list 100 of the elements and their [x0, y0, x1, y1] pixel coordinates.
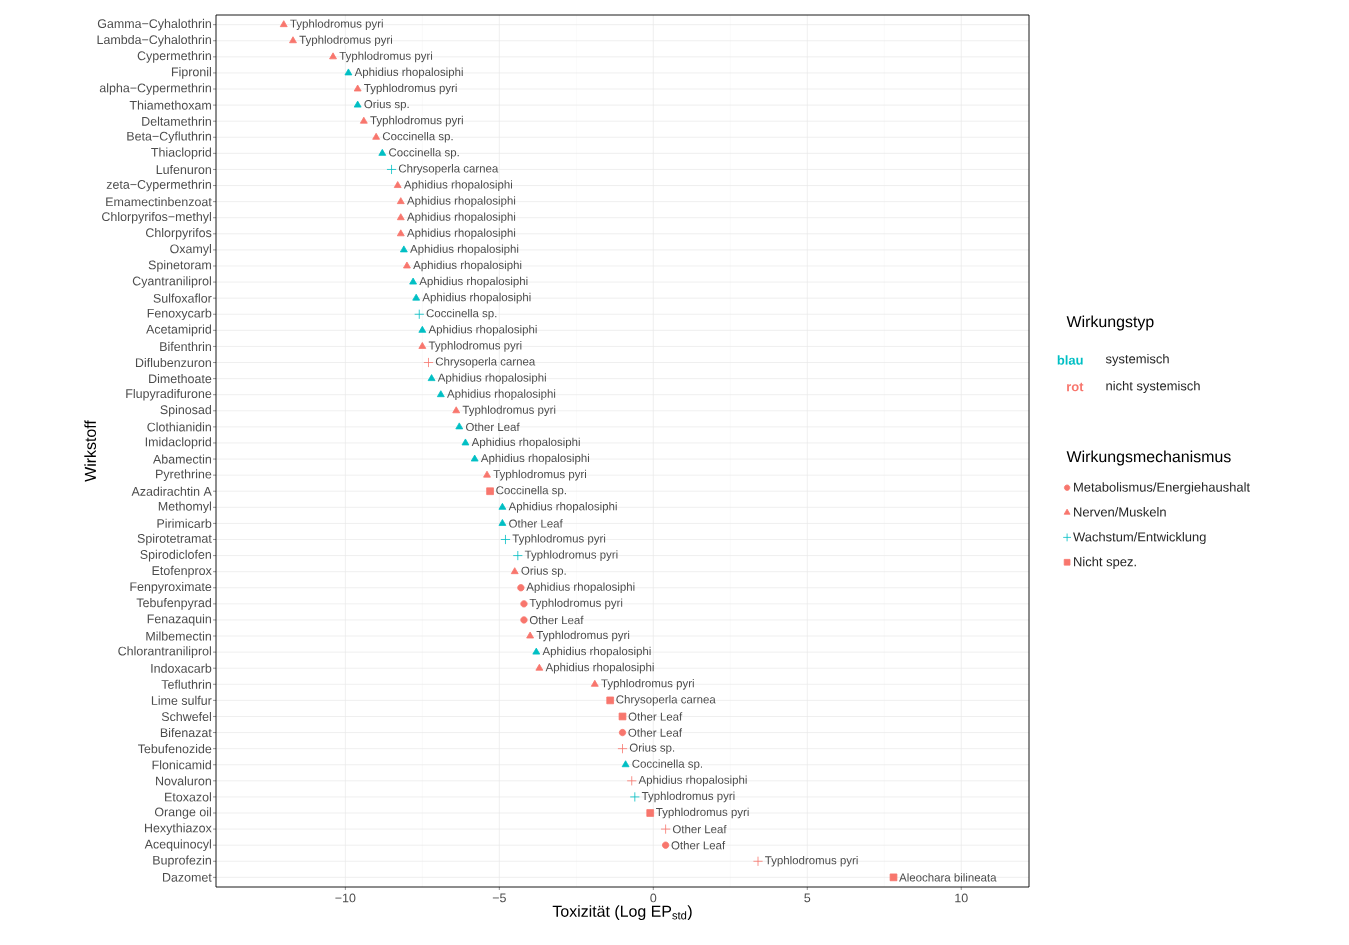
y-tick-label: Novaluron: [156, 776, 211, 786]
text: Wirkungstyp: [1066, 315, 1154, 331]
data-label: Typhlodromus pyri: [428, 341, 522, 352]
legend-label: Nicht spez.: [1074, 556, 1136, 569]
data-label: Coccinella sp.: [389, 148, 459, 159]
point: [393, 181, 402, 188]
x-tick-label: 0: [650, 893, 657, 903]
data-label: Other Leaf: [672, 824, 727, 834]
y-tick-label: Dazomet: [162, 873, 212, 882]
point: [372, 132, 381, 140]
point: [889, 873, 898, 882]
y-tick-label: Deltamethrin: [142, 116, 211, 126]
data-label: Typhlodromus pyri: [462, 405, 556, 417]
data-label: Aphidius rhopalosiphi: [406, 228, 516, 240]
data-label: Aphidius rhopalosiphi: [545, 662, 654, 674]
point: [618, 712, 627, 721]
data-label: Typhlodromus pyri: [656, 807, 749, 819]
y-tick-label: Acetamiprid: [146, 324, 211, 337]
y-tick-label: Beta−Cyfluthrin: [127, 131, 211, 144]
point: [517, 584, 525, 592]
point: [510, 567, 519, 575]
y-tick-label: Bifenazat: [160, 727, 212, 738]
point: [662, 841, 670, 849]
y-axis-title: Wirkstoff: [84, 420, 97, 482]
point: [629, 791, 640, 802]
data-label: Other Leaf: [628, 728, 683, 737]
data-label: Other Leaf: [671, 840, 726, 850]
data-label: Typhlodromus pyri: [364, 83, 457, 95]
x-tick-label: 5: [804, 893, 811, 903]
y-tick-label: Pyrethrine: [156, 469, 212, 481]
y-tick-label: zeta−Cypermethrin: [106, 179, 211, 192]
data-label: Typhlodromus pyri: [601, 678, 694, 690]
legend-title: Wirkungsmechanismus: [1066, 450, 1231, 466]
point: [606, 696, 614, 705]
point: [359, 116, 368, 124]
text: blau: [1057, 355, 1083, 365]
data-label: Other Leaf: [509, 519, 563, 528]
y-tick-label: Cypermethrin: [137, 51, 211, 63]
data-label: Chrysoperla carnea: [435, 357, 536, 368]
legend-label: Metabolismus/Energiehaushalt: [1074, 482, 1250, 495]
point: [483, 470, 491, 478]
point: [590, 679, 599, 687]
y-tick-label: Azadirachtin A: [131, 486, 212, 496]
legend-label: Nerven/Muskeln: [1074, 507, 1166, 517]
y-tick-label: Milbemectin: [146, 631, 211, 641]
y-tick-label: Flupyradifurone: [126, 388, 212, 401]
data-label: Aleochara bilineata: [899, 873, 997, 882]
y-tick-label: Chlorpyrifos: [145, 228, 212, 240]
data-label: Aphidius rhopalosiphi: [638, 775, 747, 787]
y-tick-label: Pirimicarb: [157, 518, 212, 528]
y-tick-label: Etoxazol: [165, 792, 211, 802]
data-label: Other Leaf: [529, 615, 584, 625]
data-label: Typhlodromus pyri: [529, 598, 623, 610]
y-tick-label: Fenpyroximate: [130, 581, 212, 594]
y-tick-label: Cyantraniliprol: [132, 276, 211, 288]
data-label: Chrysoperla carnea: [616, 695, 716, 706]
data-label: Aphidius rhopalosiphi: [422, 292, 531, 304]
y-tick-label: Lambda−Cyhalothrin: [97, 34, 211, 47]
y-tick-label: Diflubenzuron: [135, 357, 211, 368]
data-label: Aphidius rhopalosiphi: [437, 373, 546, 384]
y-tick-label: Buprofezin: [153, 855, 211, 868]
data-label: Coccinella sp.: [632, 759, 703, 771]
data-label: Typhlodromus pyri: [536, 630, 630, 642]
y-tick-label: Abamectin: [153, 454, 211, 464]
point: [386, 164, 397, 175]
text: systemisch: [1105, 353, 1169, 367]
y-tick-label: Indoxacarb: [151, 663, 212, 673]
y-tick-label: Chlorantraniliprol: [118, 646, 211, 658]
point: [452, 406, 461, 414]
data-label: Typhlodromus pyri: [641, 791, 735, 803]
data-label: Typhlodromus pyri: [493, 469, 587, 481]
point: [279, 20, 288, 28]
data-label: Chrysoperla carnea: [398, 164, 499, 175]
y-tick-label: Spirotetramat: [137, 533, 212, 546]
data-label: Aphidius rhopalosiphi: [480, 453, 589, 465]
y-tick-label: Orange oil: [154, 807, 211, 819]
y-tick-label: Clothianidin: [147, 422, 211, 432]
y-tick-label: Imidacloprid: [145, 437, 211, 449]
y-tick-label: Thiacloprid: [151, 147, 211, 160]
point: [535, 663, 544, 671]
data-label: Aphidius rhopalosiphi: [542, 646, 651, 658]
data-label: Aphidius rhopalosiphi: [406, 212, 516, 224]
data-label: Aphidius rhopalosiphi: [471, 437, 580, 449]
data-label: Orius sp.: [364, 99, 409, 111]
point: [418, 342, 427, 349]
y-tick-label: Etofenprox: [152, 565, 212, 578]
x-tick-label: 10: [955, 893, 968, 903]
point: [289, 36, 297, 44]
data-label: Aphidius rhopalosiphi: [508, 501, 617, 513]
data-label: Coccinella sp.: [496, 485, 566, 497]
data-label: Other Leaf: [466, 422, 520, 432]
y-tick-label: Lufenuron: [156, 164, 211, 175]
point: [396, 213, 405, 221]
point: [329, 52, 337, 60]
y-tick-label: Tebufenozide: [138, 744, 212, 754]
y-tick-label: Fenazaquin: [147, 614, 211, 626]
data-label: Orius sp.: [629, 743, 675, 754]
text: nicht systemisch: [1106, 380, 1200, 394]
data-label: Aphidius rhopalosiphi: [428, 325, 537, 336]
y-tick-label: Bifenthrin: [160, 341, 211, 352]
